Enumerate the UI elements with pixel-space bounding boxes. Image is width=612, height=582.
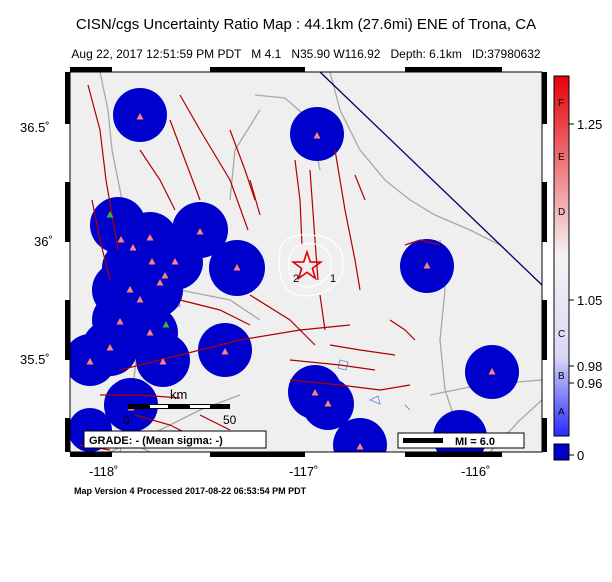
station-triangle-icon bbox=[106, 211, 114, 218]
station-triangle-icon bbox=[171, 258, 179, 265]
station-triangle-icon bbox=[106, 344, 114, 351]
station-triangle-icon bbox=[196, 228, 204, 235]
station-triangle-icon bbox=[148, 258, 156, 265]
frame-ticks bbox=[65, 67, 547, 457]
station-triangle-icon bbox=[233, 264, 241, 271]
colorbar-letter-c: C bbox=[558, 329, 565, 340]
colorbar-value-0-98: 0.98 bbox=[577, 359, 602, 374]
map-frame bbox=[69, 71, 543, 453]
scale-unit: km bbox=[170, 387, 187, 402]
lon-label-116: -116˚ bbox=[461, 464, 490, 479]
grade-box bbox=[83, 430, 267, 449]
lat-label-35-5: 35.5˚ bbox=[20, 352, 50, 367]
station-triangle-icon bbox=[162, 321, 170, 328]
station-triangle-icon bbox=[313, 132, 321, 139]
station-triangle-icon bbox=[146, 234, 154, 241]
station-triangle-icon bbox=[129, 244, 137, 251]
uncertainty-contours bbox=[278, 234, 344, 297]
lon-label-117: -117˚ bbox=[289, 464, 318, 479]
epicenter-star-icon bbox=[290, 249, 324, 281]
station-triangle-icon bbox=[136, 113, 144, 120]
colorbar-base bbox=[553, 443, 570, 461]
lon-label-118: -118˚ bbox=[89, 464, 118, 479]
station-triangle-icon bbox=[117, 236, 125, 243]
scale-zero: 0 bbox=[123, 413, 130, 427]
colorbar-letter-b: B bbox=[558, 371, 565, 382]
station-triangle-icon bbox=[324, 400, 332, 407]
map-title: CISN/cgs Uncertainty Ratio Map : 44.1km … bbox=[75, 16, 537, 33]
mi-legend-line bbox=[403, 438, 443, 443]
lat-label-36-5: 36.5˚ bbox=[20, 120, 50, 135]
station-triangle-icon bbox=[86, 358, 94, 365]
station-triangle-icon bbox=[311, 389, 319, 396]
colorbar-letter-d: D bbox=[558, 207, 565, 218]
station-triangle-icon bbox=[161, 272, 169, 279]
colorbar-letter-f: F bbox=[558, 98, 564, 109]
colorbar-value-0-96: 0.96 bbox=[577, 376, 602, 391]
station-triangle-icon bbox=[356, 443, 364, 450]
station-triangle-icon bbox=[156, 279, 164, 286]
colorbar-value-1-25: 1.25 bbox=[577, 117, 602, 132]
mi-legend bbox=[397, 432, 525, 449]
contour-label-2: 2 bbox=[293, 273, 299, 285]
scale-bar bbox=[128, 404, 230, 409]
grade-text: GRADE: - (Mean sigma: -) bbox=[89, 435, 223, 447]
scale-max: 50 bbox=[223, 413, 237, 427]
mi-legend-text: MI = 6.0 bbox=[455, 436, 495, 448]
station-triangle-icon bbox=[488, 368, 496, 375]
station-triangle-icon bbox=[146, 329, 154, 336]
colorbar-letter-a: A bbox=[558, 407, 565, 418]
station-triangle-icon bbox=[423, 262, 431, 269]
station-triangle-icon bbox=[126, 286, 134, 293]
colorbar-value-0: 0 bbox=[577, 448, 584, 463]
colorbar-value-1-05: 1.05 bbox=[577, 293, 602, 308]
contour-label-1: 1 bbox=[330, 273, 336, 285]
station-triangle-icon bbox=[221, 348, 229, 355]
colorbar bbox=[553, 75, 570, 437]
station-triangle-icon bbox=[136, 296, 144, 303]
station-triangle-icon bbox=[159, 358, 167, 365]
station-triangle-icon bbox=[116, 318, 124, 325]
event-info: Aug 22, 2017 12:51:59 PM PDT M 4.1 N35.9… bbox=[71, 47, 541, 61]
map-version-footer: Map Version 4 Processed 2017-08-22 06:53… bbox=[74, 486, 307, 496]
lat-label-36: 36˚ bbox=[34, 234, 53, 249]
state-border bbox=[319, 72, 542, 286]
colorbar-ticks bbox=[569, 123, 574, 456]
colorbar-letter-e: E bbox=[558, 152, 565, 163]
